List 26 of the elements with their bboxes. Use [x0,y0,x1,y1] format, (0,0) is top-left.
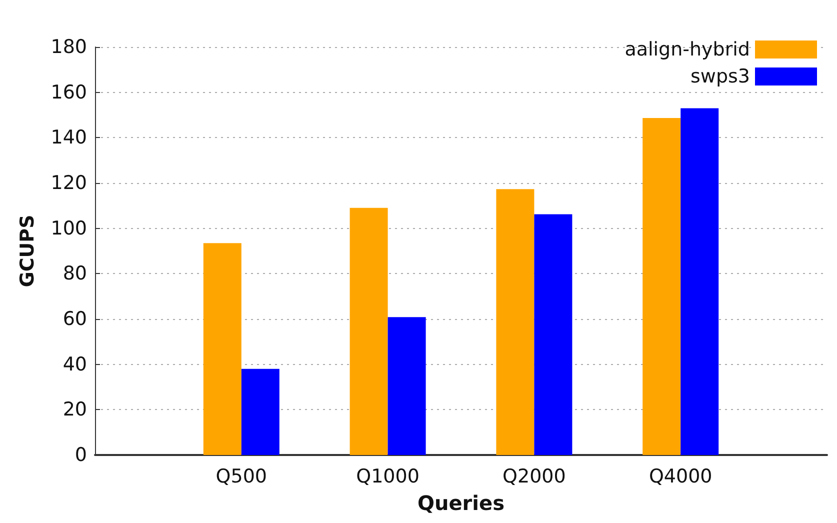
x-tick-label: Q2000 [502,466,566,488]
y-tick-label: 100 [50,217,87,240]
y-tick-label: 120 [50,172,87,194]
bar [350,208,388,455]
y-tick-label: 140 [50,126,87,149]
y-tick-label: 20 [62,398,87,421]
bar [388,317,426,455]
bar [534,214,572,455]
bar [241,368,280,455]
x-tick-label: Q1000 [356,466,420,488]
x-tick-label: Q500 [216,466,268,488]
y-tick-label: 160 [50,81,87,104]
y-tick-label: 60 [62,308,87,330]
y-tick-label: 40 [62,353,87,376]
y-tick-label: 0 [74,444,87,466]
bar [496,189,534,455]
legend-label: aalign-hybrid [624,38,750,60]
bar [642,118,681,455]
y-tick-label: 180 [50,36,87,58]
y-axis-title: GCUPS [16,214,38,288]
x-axis-title: Queries [418,491,504,515]
legend-label: swps3 [690,66,750,88]
bar [680,108,719,455]
y-tick-label: 80 [62,262,87,285]
x-tick-label: Q4000 [648,466,712,488]
bar [203,243,242,455]
